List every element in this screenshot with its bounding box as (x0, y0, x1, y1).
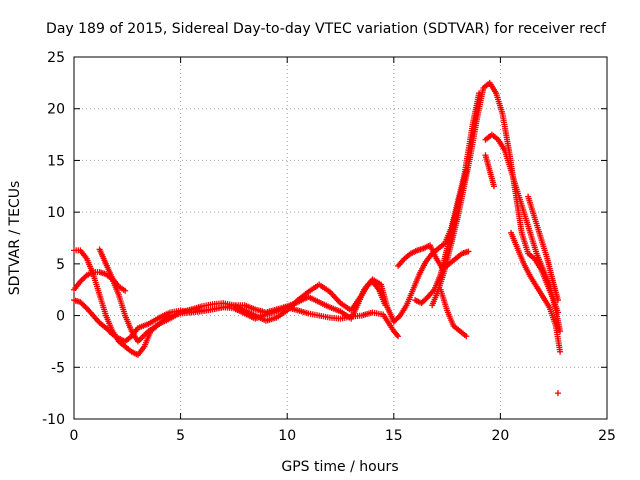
data-point (122, 287, 129, 294)
y-axis-tick-labels: -10 -5 0 5 10 15 20 25 (42, 50, 65, 428)
series-trace-i (482, 131, 564, 335)
x-tick-label: 25 (598, 428, 616, 444)
y-tick-label: 10 (47, 205, 65, 221)
x-tick-label: 10 (278, 428, 296, 444)
y-tick-label: 0 (56, 309, 65, 325)
y-tick-label: 5 (56, 257, 65, 273)
axis-ticks (73, 56, 608, 420)
y-tick-label: 25 (47, 50, 65, 66)
y-tick-label: -10 (42, 412, 65, 428)
data-point (395, 333, 402, 340)
data-point (557, 348, 564, 355)
series-trace-l (508, 229, 564, 355)
plot-area-frame (73, 56, 608, 420)
data-point (554, 297, 561, 304)
series-trace-h (429, 79, 561, 316)
series-trace-c (71, 276, 385, 345)
y-tick-label: 20 (47, 102, 65, 118)
series-trace-j (482, 152, 498, 190)
x-axis-tick-labels: 0 5 10 15 20 25 (70, 428, 616, 444)
y-axis-title: SDTVAR / TECUs (7, 181, 23, 296)
series-trace-d (96, 246, 129, 294)
chart-title: Day 189 of 2015, Sidereal Day-to-day VTE… (46, 21, 607, 37)
series-trace-m (525, 193, 561, 304)
data-point (393, 331, 400, 338)
data-point (476, 90, 483, 97)
grid-lines (74, 57, 607, 419)
x-axis-title: GPS time / hours (281, 459, 398, 475)
data-point (463, 333, 470, 340)
data-point (554, 390, 561, 397)
y-tick-label: 15 (47, 153, 65, 169)
x-tick-label: 15 (385, 428, 403, 444)
series-trace-k (437, 286, 470, 340)
data-point (491, 183, 498, 190)
x-tick-label: 20 (491, 428, 509, 444)
series-trace-g (395, 242, 472, 273)
data-points (71, 79, 564, 397)
y-tick-label: -5 (51, 360, 65, 376)
data-point (465, 248, 472, 255)
x-tick-label: 0 (70, 428, 79, 444)
data-point (557, 328, 564, 335)
series-trace-n (554, 390, 561, 397)
x-tick-label: 5 (176, 428, 185, 444)
